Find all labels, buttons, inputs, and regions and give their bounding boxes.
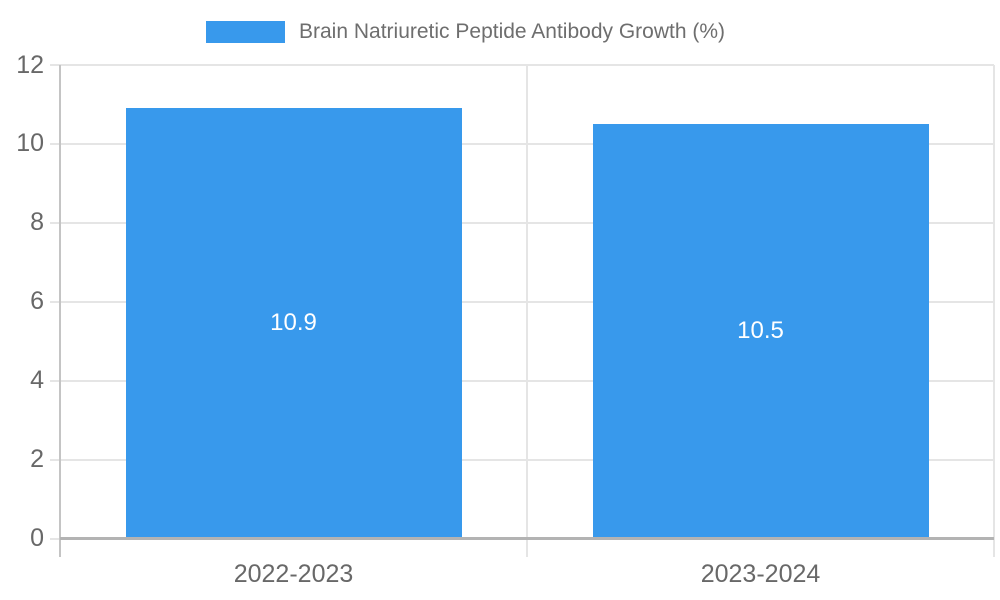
chart-legend[interactable]: Brain Natriuretic Peptide Antibody Growt… — [206, 21, 725, 43]
bar[interactable] — [592, 124, 929, 539]
y-axis-tick-label: 6 — [30, 287, 44, 316]
y-axis-line — [59, 65, 61, 557]
y-axis-tick-label: 4 — [30, 366, 44, 395]
bar-value-label: 10.9 — [270, 309, 317, 337]
y-axis-tick-label: 8 — [30, 208, 44, 237]
x-axis-category-label: 2023-2024 — [700, 559, 821, 588]
y-gridline — [50, 64, 994, 66]
y-gridline — [50, 142, 994, 145]
y-gridline — [50, 458, 994, 461]
y-gridline — [50, 379, 994, 382]
category-separator-line — [993, 65, 995, 557]
legend-swatch-icon — [206, 21, 285, 43]
y-gridline — [50, 221, 994, 224]
y-axis-tick-label: 2 — [30, 445, 44, 474]
bar[interactable] — [125, 108, 462, 539]
x-axis-baseline — [60, 537, 994, 540]
bar-value-label: 10.5 — [737, 317, 784, 345]
y-axis-tick-label: 10 — [16, 129, 44, 158]
y-gridline — [50, 300, 994, 303]
legend-label: Brain Natriuretic Peptide Antibody Growt… — [299, 20, 726, 43]
x-axis-category-label: 2022-2023 — [233, 559, 354, 588]
category-separator-line — [526, 65, 528, 557]
y-axis-tick-label: 0 — [30, 524, 44, 552]
y-axis-tick-label: 12 — [16, 50, 44, 79]
